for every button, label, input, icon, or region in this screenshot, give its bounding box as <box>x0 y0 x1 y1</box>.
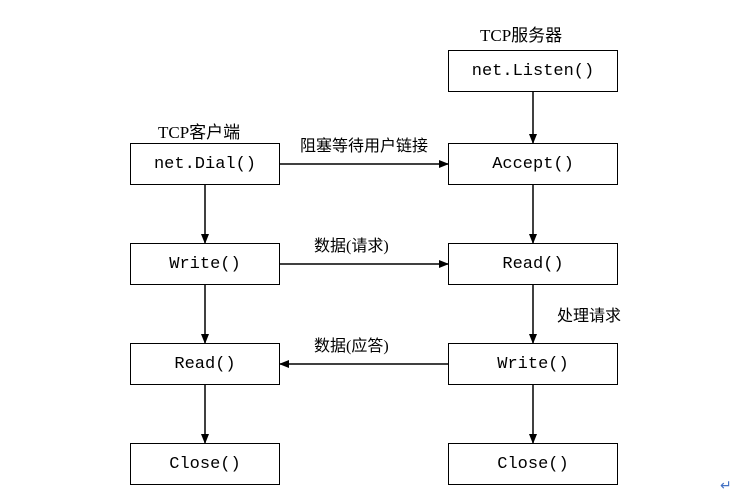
flowchart-canvas: TCP客户端 TCP服务器 net.Listen() Accept() Read… <box>0 0 756 500</box>
node-server-listen: net.Listen() <box>448 50 618 92</box>
node-server-write: Write() <box>448 343 618 385</box>
server-title: TCP服务器 <box>480 21 562 46</box>
client-title: TCP客户端 <box>158 118 240 143</box>
node-client-dial: net.Dial() <box>130 143 280 185</box>
label-data-request: 数据(请求) <box>312 232 391 256</box>
node-client-close: Close() <box>130 443 280 485</box>
node-server-read: Read() <box>448 243 618 285</box>
label-process-req: 处理请求 <box>555 302 623 326</box>
footer-mark: ↵ <box>720 478 732 495</box>
label-data-reply: 数据(应答) <box>312 332 391 356</box>
node-client-read: Read() <box>130 343 280 385</box>
node-server-accept: Accept() <box>448 143 618 185</box>
label-block-wait: 阻塞等待用户链接 <box>298 132 430 156</box>
node-client-write: Write() <box>130 243 280 285</box>
node-server-close: Close() <box>448 443 618 485</box>
